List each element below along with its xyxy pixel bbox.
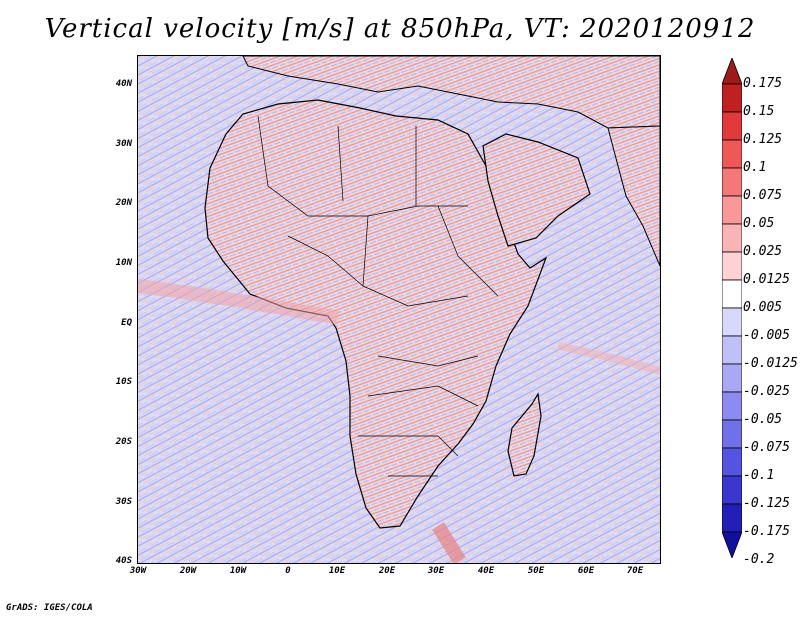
colorbar-label: 0.0125 bbox=[743, 272, 790, 287]
itcz-band bbox=[138, 279, 340, 325]
colorbar-cell bbox=[722, 419, 742, 449]
colorbar-label: 0.025 bbox=[743, 244, 783, 259]
lon-label-30w: 30W bbox=[129, 566, 147, 576]
lat-label-10s: 10S bbox=[115, 377, 132, 387]
india-landmass bbox=[607, 125, 660, 267]
lon-label-60e: 60E bbox=[577, 566, 595, 576]
colorbar-label: 0.175 bbox=[743, 76, 783, 91]
indian-ocean-band bbox=[557, 342, 660, 375]
lon-label-50e: 50E bbox=[527, 566, 545, 576]
lat-label-30n: 30N bbox=[115, 139, 132, 149]
colorbar-cell bbox=[722, 111, 742, 141]
lat-label-20s: 20S bbox=[115, 437, 132, 447]
colorbar-label: 0.005 bbox=[743, 300, 783, 315]
lat-label-eq: EQ bbox=[121, 318, 132, 328]
map-panel bbox=[137, 55, 661, 564]
colorbar-cell bbox=[722, 223, 742, 253]
lon-label-30e: 30E bbox=[427, 566, 445, 576]
lat-label-30s: 30S bbox=[115, 497, 132, 507]
colorbar-label: -0.075 bbox=[743, 440, 790, 455]
lat-label-40s: 40S bbox=[115, 556, 132, 566]
colorbar-label: -0.025 bbox=[743, 384, 790, 399]
colorbar-cell bbox=[722, 503, 742, 533]
map-plot bbox=[138, 56, 660, 563]
colorbar-label: -0.005 bbox=[743, 328, 790, 343]
colorbar-cell bbox=[722, 279, 742, 309]
colorbar-cell bbox=[722, 307, 742, 337]
colorbar-cell bbox=[722, 531, 742, 558]
colorbar-cell bbox=[722, 447, 742, 477]
colorbar-cell bbox=[722, 335, 742, 365]
lon-label-10w: 10W bbox=[229, 566, 247, 576]
country-borders bbox=[257, 115, 499, 477]
colorbar-label: 0.125 bbox=[743, 132, 783, 147]
colorbar-cell bbox=[722, 195, 742, 225]
lon-label-70e: 70E bbox=[626, 566, 644, 576]
madagascar-landmass bbox=[507, 392, 542, 477]
colorbar-cell bbox=[722, 251, 742, 281]
colorbar-label: -0.0125 bbox=[743, 356, 798, 371]
colorbar-label: -0.1 bbox=[743, 468, 775, 483]
colorbar-label: -0.2 bbox=[743, 552, 775, 567]
map-title: Vertical velocity [m/s] at 850hPa, VT: 2… bbox=[44, 14, 756, 44]
colorbar-cell bbox=[722, 475, 742, 505]
colorbar-label: -0.125 bbox=[743, 496, 790, 511]
colorbar-label: 0.05 bbox=[743, 216, 775, 231]
lon-label-0: 0 bbox=[285, 566, 291, 576]
colorbar-label: 0.1 bbox=[743, 160, 767, 175]
colorbar bbox=[722, 58, 742, 558]
colorbar-cell bbox=[722, 167, 742, 197]
colorbar-label: 0.15 bbox=[743, 104, 775, 119]
lon-label-40e: 40E bbox=[477, 566, 495, 576]
lat-label-40n: 40N bbox=[115, 79, 132, 89]
lon-label-20e: 20E bbox=[378, 566, 396, 576]
agulhas-band bbox=[432, 522, 466, 563]
colorbar-cell bbox=[722, 58, 742, 85]
africa-landmass bbox=[204, 99, 548, 529]
colorbar-label: 0.075 bbox=[743, 188, 783, 203]
grads-credit: GrADS: IGES/COLA bbox=[6, 603, 93, 613]
colorbar-label: -0.175 bbox=[743, 524, 790, 539]
colorbar-cell bbox=[722, 83, 742, 113]
lat-label-10n: 10N bbox=[115, 258, 132, 268]
colorbar-cell bbox=[722, 363, 742, 393]
lat-label-20n: 20N bbox=[115, 198, 132, 208]
colorbar-cell bbox=[722, 139, 742, 169]
colorbar-cell bbox=[722, 391, 742, 421]
colorbar-label: -0.05 bbox=[743, 412, 783, 427]
lon-label-20w: 20W bbox=[179, 566, 197, 576]
lon-label-10e: 10E bbox=[328, 566, 346, 576]
arabian-peninsula bbox=[482, 133, 591, 247]
